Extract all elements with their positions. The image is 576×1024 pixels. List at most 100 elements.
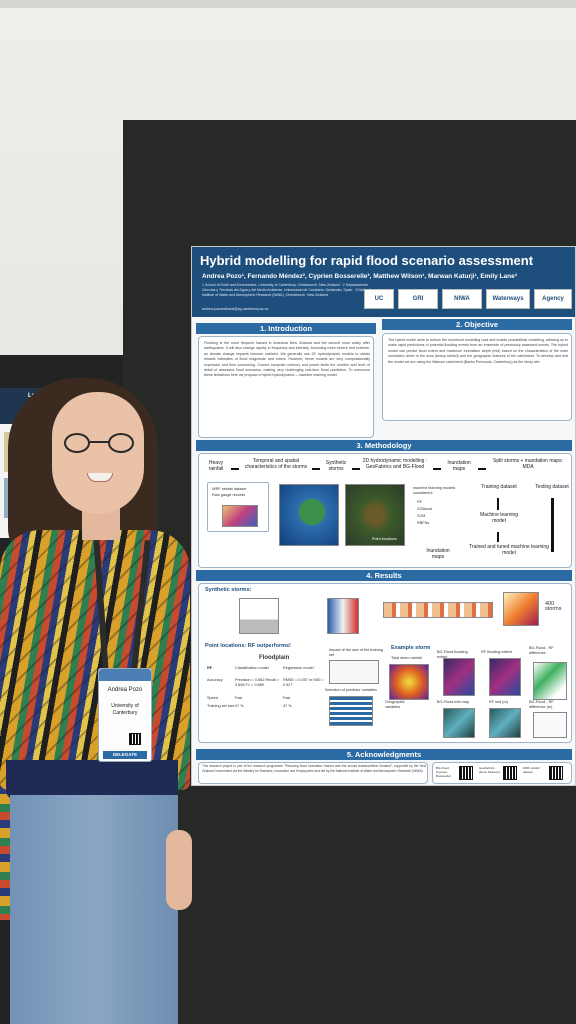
table-head-regression: Regression model [283,666,314,670]
qr-code [503,766,517,780]
badge-qr-code [129,733,141,745]
jeans [10,795,178,1024]
ml-model-svm: SVM [417,514,426,518]
rainfall-map [222,505,258,527]
map-label: Total storm rainfall [391,656,422,660]
poster-email: andrea.pozoestivariz@pg.canterbury.ac.nz [202,307,269,311]
node-ml-model: Machine learning model [479,512,519,524]
section-objective: 2. Objective [382,319,572,330]
point-locations-label: Point locations [372,537,397,541]
node-heavy-rainfall: Heavy rainfall [208,460,224,472]
node-hydrodynamic-modelling: 2D hydrodynamic modelling : GeoFabrics a… [362,458,428,470]
synthetic-storms-label: Synthetic storms: [205,587,252,593]
new-zealand-map [279,484,339,546]
rf-outperforms-label: Point locations: RF outperforms! [205,643,291,649]
bgflood-depth-map [443,708,475,738]
storms-heatmap [503,592,539,626]
node-split-storms: Split storms + inundation maps: MDA [493,458,563,470]
ml-model-rbfns: RBFNs [417,521,430,525]
gri-logo: GRI [398,289,438,309]
objective-text: The hybrid model aims to reduce the nume… [388,338,568,364]
arrow [231,468,239,470]
section-acknowledgments: 5. Acknowledgments [196,749,572,760]
table-row-label: Training set size [207,704,235,708]
glasses-right-lens [108,433,134,453]
table-row-label: Accuracy [207,678,223,682]
right-hand [166,830,192,910]
arrow [551,498,554,552]
sweater-hem [6,760,178,800]
qr-box: BG-Flood (Cyprien Bosserelle) GeoFabrics… [432,762,572,784]
results-box: Synthetic storms: 400 storms Point locat… [198,583,572,743]
arrow [433,468,441,470]
rf-extent-map [489,658,521,696]
map-label: BG-Flood - RF difference (m) [529,700,554,709]
poster-title: Hybrid modelling for rapid flood scenari… [200,253,534,268]
training-size-plot [329,660,379,684]
wrf-dataset-label: WRF rainfall dataset [212,487,247,491]
arrow [497,498,499,510]
intro-text: Flooding is the most frequent hazard in … [204,341,370,378]
map-label: RF mid (m) [489,700,508,704]
temporal-component-plot [239,598,279,634]
arrow [312,468,320,470]
storm-ensemble-strip [383,602,493,618]
qr-code [459,766,473,780]
qr-label: WRF rainfall dataset [523,766,540,774]
ceiling-trim [0,0,576,8]
logo-strip: UC GRI NIWA Waterways Agency [364,289,574,311]
poster-authors: Andrea Pozo¹, Fernando Méndez², Cyprien … [202,273,517,280]
niwa-logo: NIWA [442,289,482,309]
node-trained-model: Trained and tuned machine learning model [469,544,549,556]
node-storm-characteristics: Temporal and spatial characteristics of … [244,458,308,470]
extent-difference-map [533,662,567,700]
waterways-logo: Waterways [486,289,530,309]
storms-count: 400 storms [545,601,562,612]
rain-gauge-label: Rain gauge records [212,493,246,497]
arrow [478,468,486,470]
badge-role: DELEGATE [103,751,147,759]
ml-models-title: machine learning models considered: [413,486,456,495]
badge-name: Andrea Pozo [107,687,143,693]
qr-code [549,766,563,780]
depth-difference-map [533,712,567,738]
qr-label: BG-Flood (Cyprien Bosserelle) [436,766,452,778]
ml-model-xgboost: XGBoost [417,507,433,511]
ml-model-rf: RF [417,500,423,504]
table-head-rf: RF [207,666,213,670]
ack-text: This research project is part of the res… [202,764,426,773]
node-training-dataset: Training dataset [481,484,517,490]
research-poster: Hybrid modelling for rapid flood scenari… [191,246,576,786]
arrow [352,468,360,470]
example-storm-label: Example storm [391,645,431,651]
section-methodology: 3. Methodology [196,440,572,451]
table-row-label: Speed [207,696,218,700]
table-cell: Precision = 0.882 Recall = 0.896 F1 = 0.… [235,678,280,687]
poster-header: Hybrid modelling for rapid flood scenari… [192,247,575,317]
metrics-table: RF Classification model Regression model… [205,666,325,718]
rf-depth-map [489,708,521,738]
poster-affiliations: 1 School of Earth and Environment, Unive… [202,283,372,297]
node-testing-dataset: Testing dataset [535,484,569,490]
rainfall-data-panel: WRF rainfall dataset Rain gauge records [207,482,269,532]
table-cell: Fast [235,696,243,700]
glasses-left-lens [64,433,90,453]
table-cell: Fast [283,696,291,700]
qr-label: GeoFabrics (Rose Pearson) [479,766,501,774]
badge-org: University of Canterbury [111,703,139,716]
geographic-variables-label: Geographic variables [385,700,405,709]
map-label: BG-Flood mid map [437,700,469,704]
objective-box: The hybrid model aims to reduce the nume… [382,333,572,421]
intro-box: Flooding is the most frequent hazard in … [198,336,374,438]
floodplain-label: Floodplain [259,655,290,661]
table-cell: 47 % [283,704,292,708]
node-synthetic-storms: Synthetic storms [325,460,347,472]
name-badge: Andrea Pozo University of Canterbury DEL… [98,668,152,762]
predictor-bar-chart [329,696,373,726]
agency-logo: Agency [534,289,572,309]
map-label: BG-Flood - RF difference [529,646,554,655]
arrow [497,532,499,542]
predictor-selection-label: Selection of predictor variables [325,688,377,692]
face [52,392,144,514]
node-output-inundation-maps: Inundation maps [426,548,450,560]
